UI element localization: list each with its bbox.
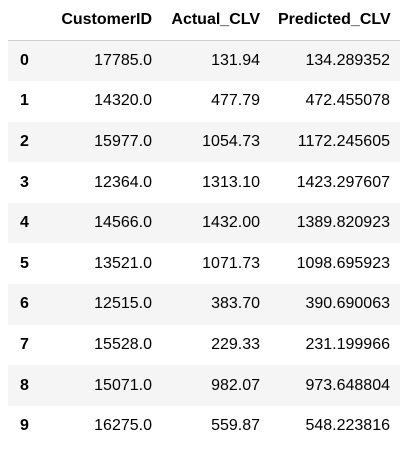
table-row: 1 14320.0 477.79 472.455078 — [8, 81, 400, 122]
cell-customerid: 14566.0 — [94, 214, 152, 232]
table-row: 6 12515.0 383.70 390.690063 — [8, 284, 400, 325]
cell-predicted-clv: 134.289352 — [305, 52, 390, 70]
header-actual-clv: Actual_CLV — [162, 0, 270, 41]
cell-predicted-clv: 231.199966 — [305, 335, 390, 353]
cell-predicted-clv: 1389.820923 — [296, 214, 390, 232]
header-customerid: CustomerID — [48, 0, 162, 41]
table-row: 7 15528.0 229.33 231.199966 — [8, 324, 400, 366]
cell-customerid: 13521.0 — [94, 254, 152, 272]
table-row: 3 12364.0 1313.10 1423.297607 — [8, 162, 400, 203]
cell-actual-clv: 1313.10 — [202, 173, 260, 191]
dataframe-table: CustomerID Actual_CLV Predicted_CLV 0 17… — [8, 0, 400, 447]
table-row: 5 13521.0 1071.73 1098.695923 — [8, 243, 400, 285]
table-row: 9 16275.0 559.87 548.223816 — [8, 405, 400, 447]
row-index: 6 — [20, 295, 29, 313]
table-header: CustomerID Actual_CLV Predicted_CLV — [8, 0, 400, 41]
table-row: 4 14566.0 1432.00 1389.820923 — [8, 202, 400, 244]
row-index: 9 — [20, 417, 29, 435]
row-index: 4 — [20, 214, 29, 232]
row-index: 8 — [20, 376, 29, 394]
cell-predicted-clv: 973.648804 — [305, 376, 390, 394]
row-index: 1 — [20, 92, 29, 110]
cell-predicted-clv: 1098.695923 — [296, 254, 390, 272]
cell-actual-clv: 383.70 — [211, 295, 260, 313]
cell-actual-clv: 1054.73 — [202, 132, 260, 150]
cell-customerid: 17785.0 — [94, 52, 152, 70]
cell-actual-clv: 1432.00 — [202, 214, 260, 232]
row-index: 2 — [20, 132, 29, 150]
row-index: 0 — [20, 52, 29, 70]
cell-actual-clv: 1071.73 — [202, 254, 260, 272]
cell-actual-clv: 559.87 — [211, 417, 260, 435]
cell-actual-clv: 477.79 — [211, 92, 260, 110]
header-row: CustomerID Actual_CLV Predicted_CLV — [8, 0, 400, 41]
cell-predicted-clv: 1172.245605 — [297, 132, 390, 150]
table-row: 0 17785.0 131.94 134.289352 — [8, 40, 400, 82]
cell-customerid: 15977.0 — [94, 132, 152, 150]
cell-customerid: 15071.0 — [94, 376, 152, 394]
cell-customerid: 12364.0 — [94, 173, 152, 191]
cell-gutter-marker — [0, 10, 4, 26]
cell-predicted-clv: 472.455078 — [305, 92, 390, 110]
table-body: 0 17785.0 131.94 134.289352 1 14320.0 47… — [8, 40, 400, 447]
cell-customerid: 16275.0 — [94, 417, 152, 435]
cell-predicted-clv: 548.223816 — [305, 417, 390, 435]
cell-customerid: 14320.0 — [94, 92, 152, 110]
cell-customerid: 12515.0 — [94, 295, 152, 313]
row-index: 7 — [20, 335, 29, 353]
cell-predicted-clv: 390.690063 — [305, 295, 390, 313]
cell-actual-clv: 131.94 — [211, 52, 260, 70]
cell-actual-clv: 982.07 — [211, 376, 260, 394]
cell-customerid: 15528.0 — [94, 335, 152, 353]
cell-actual-clv: 229.33 — [211, 335, 260, 353]
header-predicted-clv: Predicted_CLV — [270, 0, 400, 41]
dataframe-output: CustomerID Actual_CLV Predicted_CLV 0 17… — [8, 0, 408, 447]
header-index — [8, 0, 48, 41]
table-row: 8 15071.0 982.07 973.648804 — [8, 365, 400, 406]
table-row: 2 15977.0 1054.73 1172.245605 — [8, 121, 400, 163]
cell-predicted-clv: 1423.297607 — [296, 173, 390, 191]
row-index: 3 — [20, 173, 29, 191]
row-index: 5 — [20, 254, 29, 272]
